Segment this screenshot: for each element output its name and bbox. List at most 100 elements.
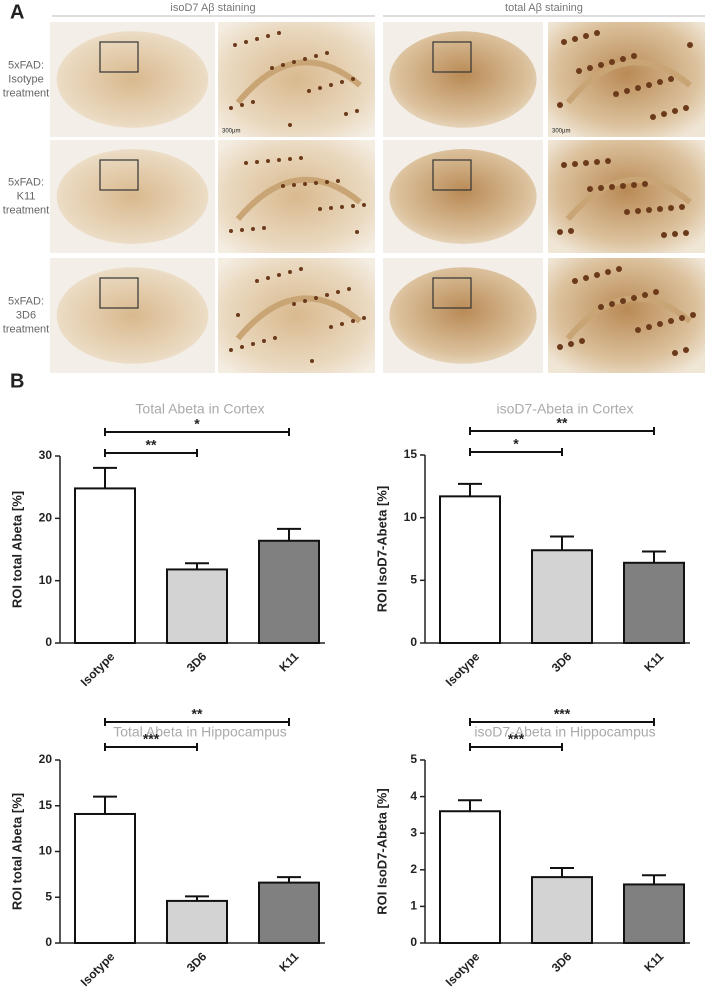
plaque: [251, 342, 255, 346]
y-axis-label: ROI total Abeta [%]: [9, 491, 24, 608]
plaque: [318, 86, 322, 90]
y-tick-label: 30: [39, 448, 53, 462]
plaque: [244, 40, 248, 44]
plaque: [668, 76, 674, 82]
plaque: [229, 229, 233, 233]
hippocampus: [565, 176, 692, 222]
plaque: [244, 161, 248, 165]
plaque: [266, 159, 270, 163]
plaque: [288, 123, 292, 127]
x-tick-label: K11: [276, 949, 301, 974]
significance-label: ***: [554, 706, 571, 722]
error-bar: [185, 895, 209, 901]
y-tick-label: 20: [39, 511, 53, 525]
significance-label: **: [557, 415, 568, 431]
y-tick-label: 20: [39, 752, 53, 766]
plaque: [340, 80, 344, 84]
brain-section: [389, 31, 537, 128]
row-label: Isotype: [8, 73, 43, 85]
chart-title: Total Abeta in Cortex: [135, 401, 264, 417]
plaque: [362, 203, 366, 207]
plaque: [594, 159, 600, 165]
error-bar: [93, 466, 117, 489]
brain-section: [56, 149, 209, 244]
plaque: [251, 100, 255, 104]
y-axis-label: ROI IsoD7-Abeta [%]: [374, 788, 389, 914]
plaque: [277, 158, 281, 162]
plaque: [351, 77, 355, 81]
y-tick-label: 15: [404, 447, 418, 461]
plaque: [561, 162, 567, 168]
y-tick-label: 10: [39, 844, 53, 858]
significance-bracket: [104, 718, 290, 726]
x-tick-label: 3D6: [184, 949, 210, 975]
plaque: [690, 312, 696, 318]
significance-label: ***: [143, 731, 160, 747]
error-bar: [550, 866, 574, 878]
y-tick-label: 10: [39, 573, 53, 587]
plaque: [329, 325, 333, 329]
plaque: [568, 228, 574, 234]
plaque: [657, 79, 663, 85]
bar: [623, 561, 685, 645]
y-tick-label: 5: [410, 752, 417, 766]
y-tick-label: 0: [45, 635, 52, 649]
plaque: [325, 180, 329, 184]
significance-bracket: [104, 428, 290, 436]
plaque: [299, 267, 303, 271]
hippocampus: [235, 59, 362, 105]
significance-bracket: [469, 743, 563, 751]
plaque: [314, 54, 318, 58]
plaque: [236, 313, 240, 317]
chart-title: Total Abeta in Hippocampus: [113, 724, 287, 740]
plaque: [605, 269, 611, 275]
plaque: [616, 266, 622, 272]
plaque: [583, 275, 589, 281]
plaque: [587, 186, 593, 192]
plaque: [273, 336, 277, 340]
plaque: [262, 226, 266, 230]
plaque: [314, 296, 318, 300]
plaque: [292, 302, 296, 306]
plaque: [657, 321, 663, 327]
hippocampus: [565, 59, 692, 105]
scale-bar-label: 300µm: [222, 129, 240, 135]
plaque: [672, 350, 678, 356]
zoom-box: [432, 277, 472, 309]
bar: [166, 899, 228, 944]
zoom-box: [99, 41, 139, 73]
bar: [439, 495, 501, 644]
bar: [74, 812, 136, 944]
y-tick-label: 0: [45, 935, 52, 949]
plaque: [310, 359, 314, 363]
plaque: [631, 295, 637, 301]
plaque: [355, 109, 359, 113]
y-tick-label: 0: [410, 635, 417, 649]
bar: [166, 568, 228, 644]
bar: [531, 549, 593, 645]
significance-label: **: [146, 437, 157, 453]
x-tick-label: 3D6: [184, 649, 210, 675]
plaque: [679, 204, 685, 210]
plaque: [672, 231, 678, 237]
y-axis-label: ROI IsoD7-Abeta [%]: [374, 486, 389, 612]
plaque: [262, 339, 266, 343]
plaque: [605, 158, 611, 164]
plaque: [240, 228, 244, 232]
plaque: [572, 278, 578, 284]
plaque: [598, 185, 604, 191]
plaque: [620, 183, 626, 189]
x-tick-label: 3D6: [549, 949, 575, 975]
plaque: [598, 62, 604, 68]
plaque: [642, 292, 648, 298]
y-tick-label: 2: [410, 862, 417, 876]
plaque: [329, 206, 333, 210]
plaque: [620, 56, 626, 62]
plaque: [635, 208, 641, 214]
plaque: [318, 207, 322, 211]
micrographs: [50, 22, 705, 373]
plaque: [277, 31, 281, 35]
plaque: [229, 106, 233, 110]
plaque: [362, 316, 366, 320]
plaque: [351, 319, 355, 323]
